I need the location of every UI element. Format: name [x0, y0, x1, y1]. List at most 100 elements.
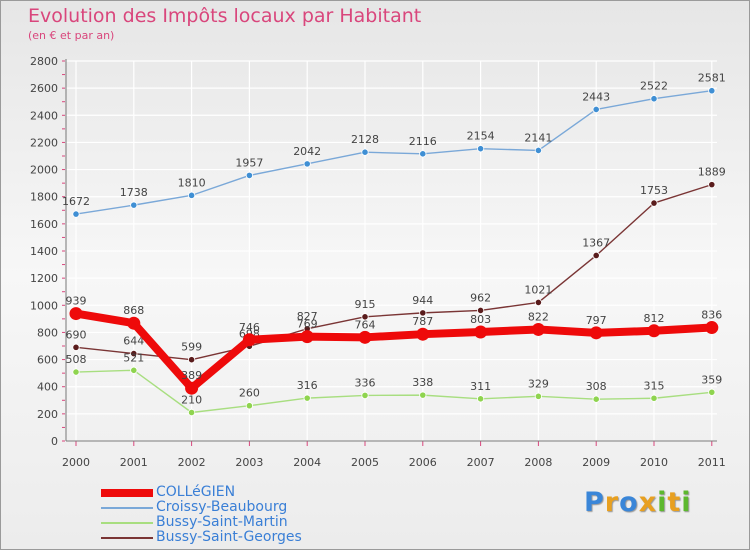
data-label-bussy-saint-martin: 316: [297, 379, 318, 392]
data-point-coll-gien: [358, 330, 372, 344]
data-label-coll-gien: 836: [701, 309, 722, 322]
data-point-croissy-beaubourg: [245, 171, 253, 180]
data-label-croissy-beaubourg: 2522: [640, 80, 668, 93]
legend-label: Bussy-Saint-Georges: [156, 529, 302, 545]
data-label-bussy-saint-martin: 260: [239, 387, 260, 400]
data-point-bussy-saint-georges: [708, 181, 716, 189]
data-point-coll-gien: [474, 325, 488, 339]
x-tick-label: 2008: [524, 456, 552, 469]
data-point-coll-gien: [185, 381, 199, 395]
data-point-bussy-saint-georges: [419, 309, 427, 317]
data-point-croissy-beaubourg: [303, 160, 311, 168]
data-point-croissy-beaubourg: [708, 87, 716, 95]
y-tick-label: 600: [37, 354, 58, 367]
data-label-croissy-beaubourg: 1738: [120, 186, 148, 199]
data-label-bussy-saint-georges: 962: [470, 291, 491, 304]
data-label-bussy-saint-georges: 1889: [698, 166, 726, 179]
data-label-coll-gien: 822: [528, 310, 549, 323]
logo-letter: t: [667, 487, 682, 518]
data-label-coll-gien: 812: [644, 312, 665, 325]
data-label-coll-gien: 803: [470, 313, 491, 326]
data-point-bussy-saint-martin: [303, 394, 311, 402]
x-tick-label: 2003: [235, 456, 263, 469]
data-point-bussy-saint-georges: [534, 298, 543, 307]
logo-letter: i: [657, 487, 668, 518]
x-tick-label: 2001: [120, 456, 148, 469]
data-point-bussy-saint-martin: [650, 394, 658, 402]
data-label-bussy-saint-georges: 599: [181, 341, 202, 354]
data-label-bussy-saint-martin: 308: [586, 380, 607, 393]
data-point-croissy-beaubourg: [361, 148, 369, 156]
data-label-croissy-beaubourg: 2116: [409, 135, 437, 148]
logo-letter: r: [604, 487, 620, 518]
data-label-coll-gien: 746: [239, 321, 260, 334]
data-point-coll-gien: [69, 307, 83, 321]
data-point-croissy-beaubourg: [130, 201, 138, 209]
data-point-bussy-saint-georges: [130, 349, 138, 358]
data-label-bussy-saint-georges: 915: [355, 298, 376, 311]
y-tick-label: 2000: [30, 164, 58, 177]
y-tick-label: 2800: [30, 55, 58, 68]
y-tick-label: 1800: [30, 191, 58, 204]
data-label-croissy-beaubourg: 1672: [62, 195, 90, 208]
data-point-bussy-saint-martin: [592, 395, 600, 403]
proxiti-logo: Proxiti: [584, 487, 692, 518]
x-tick-label: 2011: [698, 456, 726, 469]
x-tick-label: 2009: [582, 456, 610, 469]
data-point-bussy-saint-martin: [476, 395, 485, 403]
data-point-bussy-saint-georges: [188, 356, 196, 364]
data-label-croissy-beaubourg: 1810: [178, 176, 206, 189]
y-tick-label: 800: [37, 326, 58, 339]
data-label-coll-gien: 769: [297, 318, 318, 331]
x-tick-label: 2002: [178, 456, 206, 469]
legend-swatch: [101, 489, 153, 497]
legend-label: Bussy-Saint-Martin: [156, 514, 288, 530]
data-point-croissy-beaubourg: [476, 145, 485, 153]
data-point-bussy-saint-georges: [592, 251, 600, 260]
data-label-croissy-beaubourg: 2128: [351, 133, 379, 146]
data-label-bussy-saint-georges: 644: [123, 335, 144, 348]
data-point-bussy-saint-martin: [245, 402, 253, 410]
data-label-bussy-saint-martin: 311: [470, 380, 491, 393]
y-tick-label: 2400: [30, 109, 58, 122]
y-tick-label: 400: [37, 381, 58, 394]
y-tick-label: 0: [51, 435, 58, 448]
x-tick-label: 2007: [467, 456, 495, 469]
x-tick-label: 2006: [409, 456, 437, 469]
data-label-bussy-saint-martin: 315: [644, 379, 665, 392]
y-tick-label: 1400: [30, 245, 58, 258]
data-label-croissy-beaubourg: 2443: [582, 90, 610, 103]
data-point-bussy-saint-georges: [72, 343, 80, 351]
legend-swatch: [101, 522, 153, 524]
data-point-croissy-beaubourg: [188, 191, 196, 199]
data-point-coll-gien: [416, 327, 430, 341]
chart-title: Evolution des Impôts locaux par Habitant: [28, 5, 422, 27]
x-tick-label: 2005: [351, 456, 379, 469]
data-point-coll-gien: [531, 322, 545, 336]
data-point-coll-gien: [242, 333, 256, 347]
legend-label: COLLéGIEN: [156, 484, 236, 500]
data-point-croissy-beaubourg: [72, 210, 80, 218]
data-point-croissy-beaubourg: [650, 95, 658, 103]
data-point-coll-gien: [300, 330, 314, 344]
data-point-bussy-saint-martin: [361, 391, 369, 399]
logo-letter: x: [638, 487, 658, 518]
logo-letter: i: [681, 487, 692, 518]
y-tick-label: 1600: [30, 218, 58, 231]
data-label-coll-gien: 797: [586, 314, 607, 327]
data-label-bussy-saint-martin: 521: [123, 351, 144, 364]
data-label-bussy-saint-martin: 336: [355, 376, 376, 389]
data-point-bussy-saint-georges: [361, 313, 369, 321]
y-tick-label: 2600: [30, 82, 58, 95]
data-label-croissy-beaubourg: 2154: [467, 130, 495, 143]
series-line-croissy-beaubourg: [75, 90, 712, 215]
data-point-coll-gien: [589, 326, 603, 340]
data-point-coll-gien: [647, 324, 661, 338]
data-point-bussy-saint-martin: [419, 391, 427, 399]
data-label-bussy-saint-georges: 1367: [582, 236, 610, 249]
data-label-coll-gien: 764: [355, 318, 376, 331]
data-label-coll-gien: 389: [181, 369, 202, 382]
data-label-bussy-saint-georges: 944: [412, 294, 433, 307]
data-point-bussy-saint-georges: [476, 306, 485, 315]
